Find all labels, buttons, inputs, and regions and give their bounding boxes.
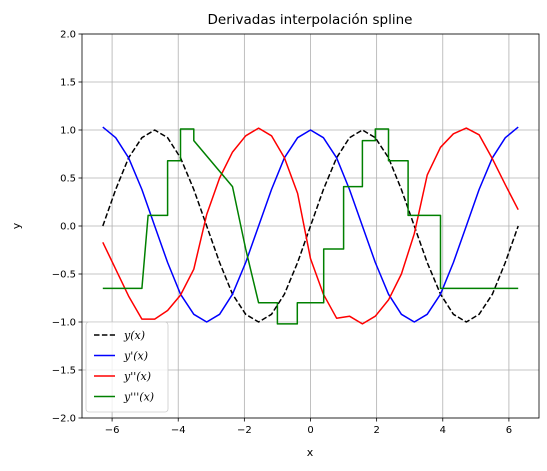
y-tick-label: −1.5	[52, 366, 76, 377]
x-tick-label: 6	[506, 425, 512, 436]
x-tick-label: −4	[171, 425, 186, 436]
series-line-1	[102, 126, 519, 323]
series-lines	[102, 126, 519, 325]
x-tick-label: 0	[307, 425, 313, 436]
x-tick-label: 2	[373, 425, 379, 436]
y-tick-label: −0.5	[52, 270, 76, 281]
legend-label: y'(x)	[123, 350, 148, 363]
legend-label: y''(x)	[123, 370, 151, 383]
series-line-0	[102, 129, 519, 323]
x-tick-label: 4	[440, 425, 446, 436]
legend-label: y'''(x)	[123, 391, 154, 404]
legend-box	[85, 321, 169, 413]
y-tick-label: 1.0	[60, 126, 76, 137]
ticks: −6 −4 −2 0 2 4 6 −2.0 −1.5 −1.0 −0.5 0.0 0.5 1.0 1.5 2.…	[52, 30, 512, 437]
y-tick-label: 0.0	[60, 222, 76, 233]
x-tick-label: −6	[105, 425, 120, 436]
y-axis-label: y	[10, 222, 23, 229]
y-tick-label: −2.0	[52, 414, 76, 425]
y-tick-label: 2.0	[60, 30, 76, 41]
y-tick-label: 1.5	[60, 78, 76, 89]
series-line-2	[102, 127, 519, 325]
x-tick-label: −2	[237, 425, 252, 436]
y-tick-label: −1.0	[52, 318, 76, 329]
x-axis-label: x	[307, 446, 314, 459]
chart-title: Derivadas interpolación spline	[208, 12, 413, 28]
legend: y(x) y'(x) y''(x) y'''(x)	[85, 321, 169, 413]
legend-label: y(x)	[123, 329, 145, 342]
y-tick-label: 0.5	[60, 174, 76, 185]
series-line-3	[102, 128, 519, 325]
